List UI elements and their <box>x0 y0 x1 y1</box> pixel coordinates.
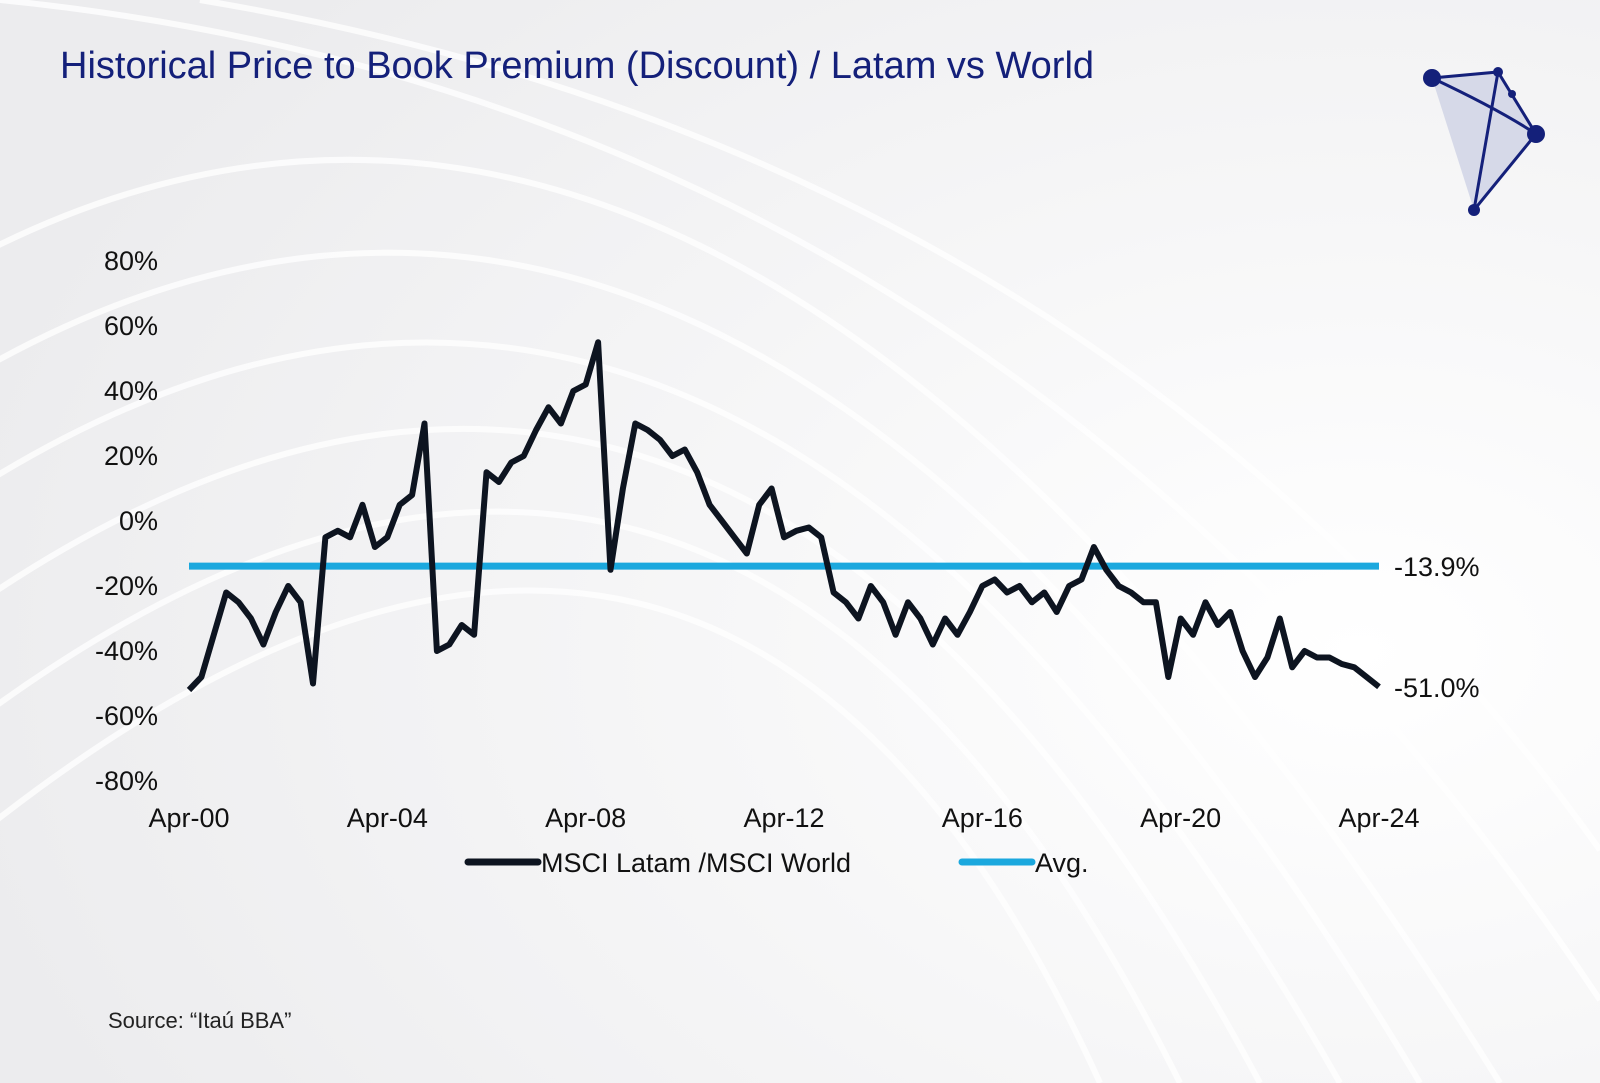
y-tick-label: -40% <box>95 636 158 666</box>
legend-label: MSCI Latam /MSCI World <box>541 848 851 878</box>
x-tick-label: Apr-16 <box>942 803 1023 833</box>
x-tick-label: Apr-08 <box>545 803 626 833</box>
chart-title: Historical Price to Book Premium (Discou… <box>60 45 1094 87</box>
series-line <box>186 339 1381 693</box>
y-tick-label: 0% <box>119 506 158 536</box>
y-tick-label: -80% <box>95 766 158 796</box>
x-tick-label: Apr-12 <box>743 803 824 833</box>
average-label: -13.9% <box>1394 552 1480 582</box>
y-tick-label: 20% <box>104 441 158 471</box>
y-tick-label: 60% <box>104 311 158 341</box>
y-tick-label: 80% <box>104 246 158 276</box>
x-tick-label: Apr-20 <box>1140 803 1221 833</box>
logo <box>1423 67 1545 216</box>
source-note: Source: “Itaú BBA” <box>108 1008 291 1033</box>
y-tick-label: -60% <box>95 701 158 731</box>
x-tick-label: Apr-04 <box>347 803 428 833</box>
y-tick-label: 40% <box>104 376 158 406</box>
end-label: -51.0% <box>1394 673 1480 703</box>
x-tick-label: Apr-00 <box>148 803 229 833</box>
y-tick-label: -20% <box>95 571 158 601</box>
legend-label: Avg. <box>1035 848 1089 878</box>
x-tick-label: Apr-24 <box>1338 803 1419 833</box>
